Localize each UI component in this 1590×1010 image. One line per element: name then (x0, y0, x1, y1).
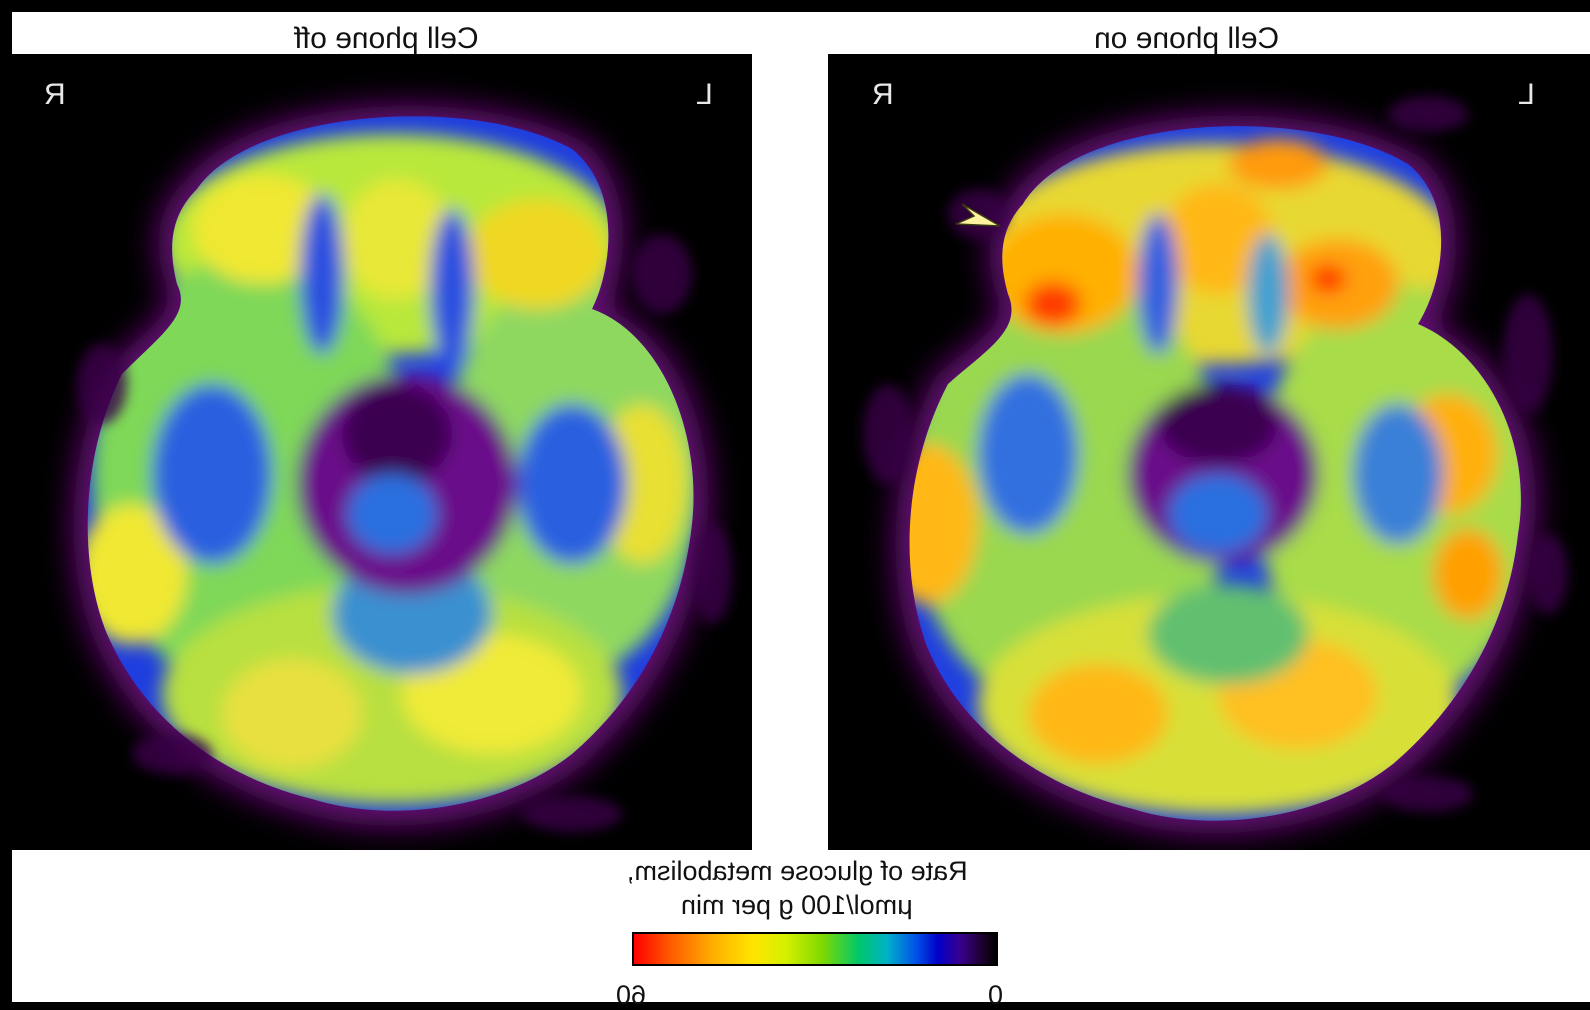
panel-off-mark-l: L (696, 78, 713, 111)
colorbar-title: Rate of glucose metabolism, μmol/100 g p… (626, 856, 968, 920)
panel-on-mark-r: R (872, 78, 894, 111)
panel-title-cell-phone-on: Cell phone on (1094, 22, 1280, 55)
colorbar-tick-0: 0 (988, 980, 1004, 1010)
colorbar-tick-60: 60 (616, 980, 647, 1010)
pet-scan-cell-phone-on: R L (828, 54, 1590, 850)
arrowhead-marker (955, 203, 1001, 227)
brain-scan-off-image (73, 105, 732, 832)
panel-off-mark-r: R (44, 78, 66, 111)
pet-scan-cell-phone-off: R L (12, 54, 752, 850)
panel-on-mark-l: L (1518, 78, 1535, 111)
panel-title-cell-phone-off: Cell phone off (294, 22, 479, 55)
colorbar-gradient (632, 932, 998, 966)
figure-sheet: Cell phone off (12, 12, 1590, 1010)
brain-scan-on-image (863, 96, 1568, 834)
